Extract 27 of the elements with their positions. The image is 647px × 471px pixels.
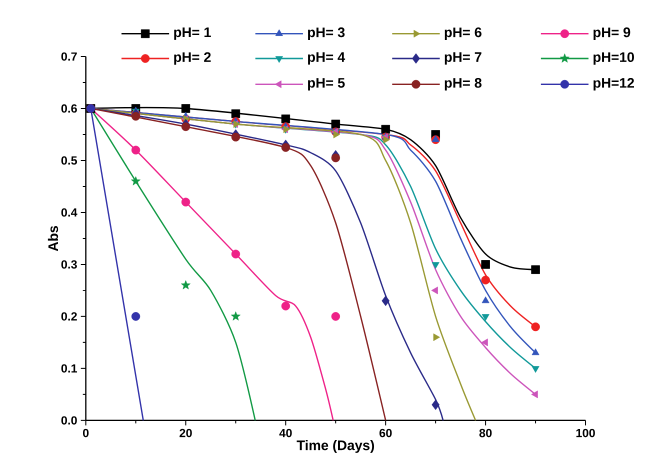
x-tick-label: 60 bbox=[379, 428, 392, 438]
x-axis-title: Time (Days) bbox=[296, 440, 374, 453]
y-tick-label: 0.4 bbox=[61, 208, 78, 217]
x-tick-label: 80 bbox=[479, 428, 492, 438]
y-tick-label: 0.0 bbox=[61, 416, 77, 425]
y-tick-label: 0.3 bbox=[61, 260, 77, 269]
y-tick-label: 0.1 bbox=[61, 364, 78, 373]
legend-label: pH= 2 bbox=[174, 52, 211, 65]
legend-label: pH= 5 bbox=[308, 78, 345, 90]
y-axis-title: Abs bbox=[48, 226, 58, 252]
x-tick-label: 100 bbox=[576, 428, 595, 438]
x-tick-label: 40 bbox=[279, 428, 292, 438]
x-tick-label: 20 bbox=[180, 428, 192, 438]
y-tick-label: 0.7 bbox=[61, 52, 77, 61]
legend-label: pH= 1 bbox=[174, 28, 211, 40]
legend-label: pH= 4 bbox=[308, 52, 346, 65]
legend-label: pH=10 bbox=[594, 52, 634, 65]
y-tick-label: 0.6 bbox=[61, 104, 77, 113]
legend-label: pH= 8 bbox=[444, 78, 482, 91]
y-tick-label: 0.2 bbox=[61, 312, 77, 321]
legend-label: pH= 7 bbox=[444, 52, 482, 65]
legend-label: pH= 3 bbox=[308, 27, 345, 40]
legend-label: pH= 9 bbox=[594, 27, 630, 40]
x-tick-label: 0 bbox=[82, 428, 89, 438]
y-tick-label: 0.5 bbox=[61, 156, 78, 165]
legend-label: pH=12 bbox=[594, 78, 634, 91]
legend-label: pH= 6 bbox=[444, 27, 482, 40]
